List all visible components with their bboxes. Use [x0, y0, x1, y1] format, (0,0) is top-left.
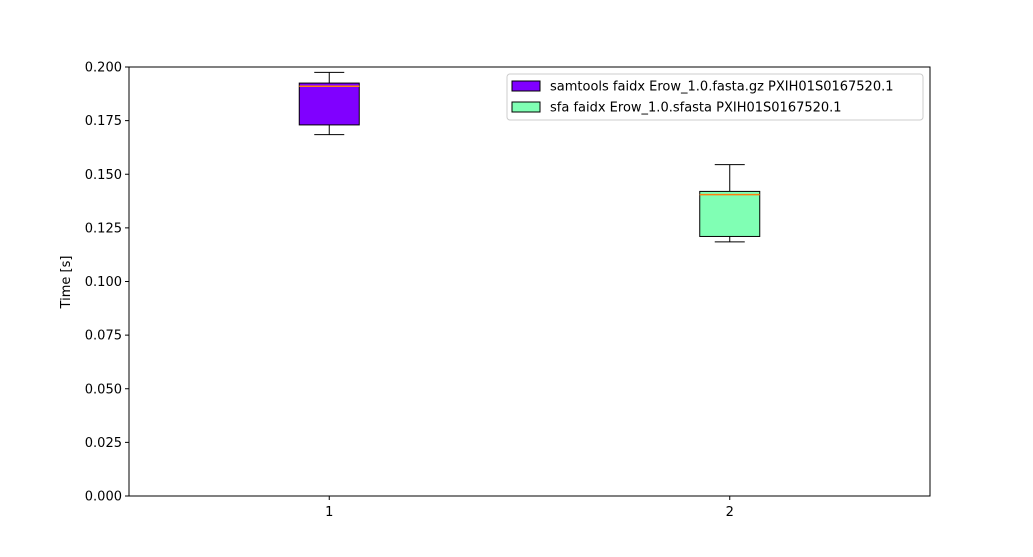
axes: 0.000 0.025 0.050 0.075 0.100 0.125 0.150 0.175…: [85, 61, 931, 520]
plot-area: [298, 71, 761, 243]
x-tick-label: 2: [726, 505, 734, 520]
legend-label: sfa faidx Erow_1.0.sfasta PXIH01S0167520…: [550, 101, 842, 116]
y-tick-label: 0.125: [85, 221, 122, 236]
box-group-2: [699, 164, 761, 243]
y-tick-label: 0.025: [85, 436, 122, 451]
legend-swatch: [511, 101, 541, 113]
y-tick-label: 0.150: [85, 168, 122, 183]
y-tick-label: 0.000: [85, 490, 122, 505]
legend-label: samtools faidx Erow_1.0.fasta.gz PXIH01S…: [550, 80, 894, 95]
legend: samtools faidx Erow_1.0.fasta.gz PXIH01S…: [506, 73, 924, 121]
x-tick-label: 1: [325, 505, 333, 520]
y-tick-label: 0.175: [85, 114, 122, 129]
y-tick-label: 0.100: [85, 275, 122, 290]
box-iqr: [699, 190, 761, 237]
y-tick-label: 0.200: [85, 61, 122, 76]
legend-box: [506, 73, 924, 121]
box-group-1: [298, 71, 360, 136]
box-iqr: [298, 82, 360, 126]
y-tick-label: 0.050: [85, 382, 122, 397]
legend-swatch: [511, 80, 541, 92]
y-tick-label: 0.075: [85, 329, 122, 344]
y-axis-label: Time [s]: [59, 256, 74, 310]
